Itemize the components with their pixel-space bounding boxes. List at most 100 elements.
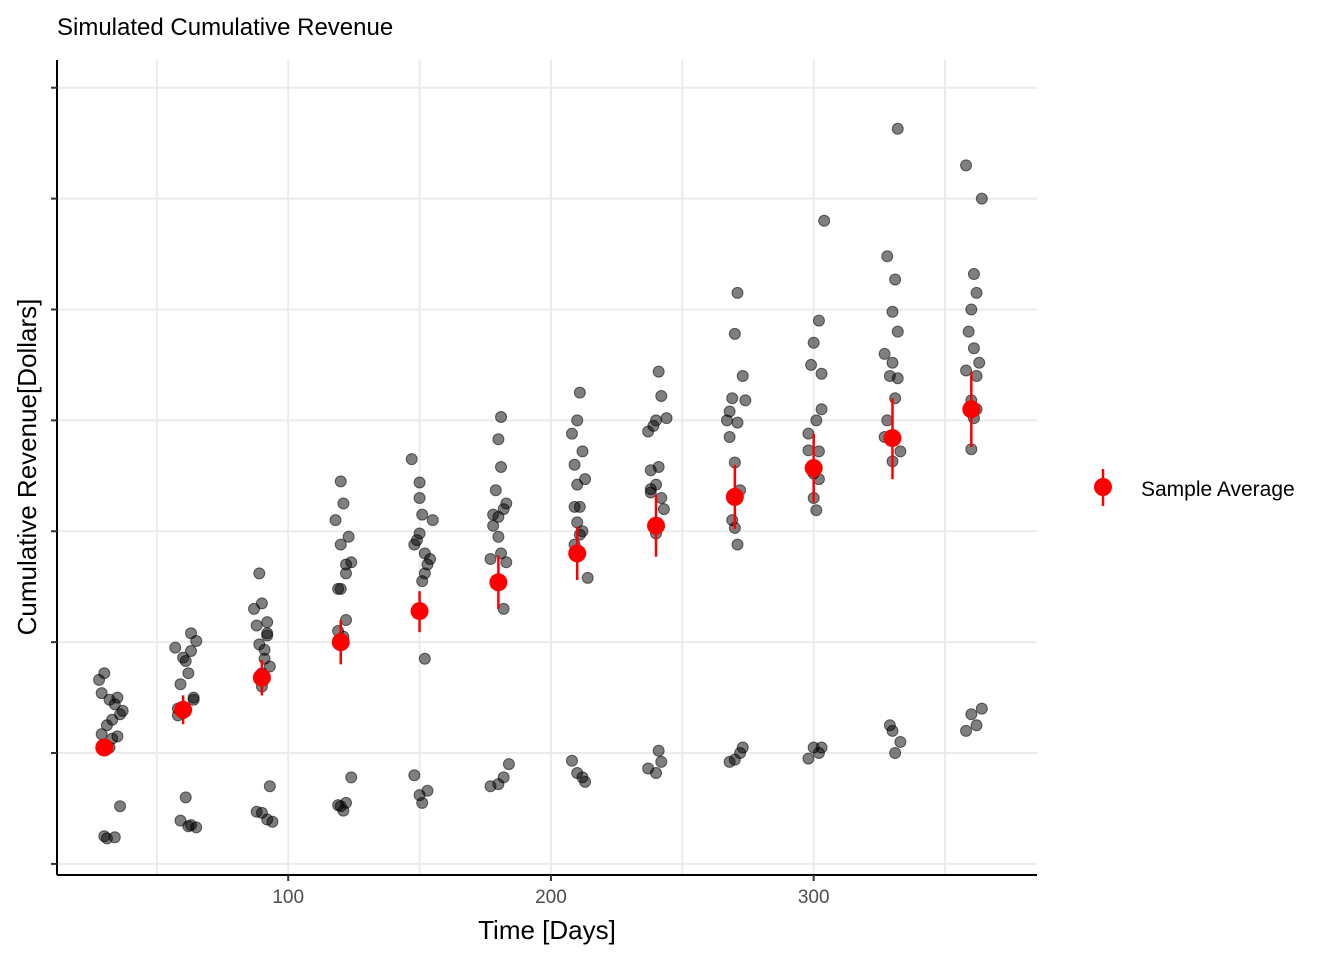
observation-point [500,556,513,569]
observation-point [731,286,744,299]
observation-point [484,780,497,793]
average-point [331,633,350,652]
observation-point [970,370,983,383]
observation-point [960,724,973,737]
x-axis-title: Time [Days] [478,915,616,945]
grid-layer [57,60,1037,875]
observation-point [657,503,670,516]
observation-point [114,800,127,813]
average-point [725,487,744,506]
observation-point [179,654,192,667]
observation-point [416,796,429,809]
observation-point [815,741,828,754]
observation-point [975,702,988,715]
observation-point [250,619,263,632]
observation-point [424,552,437,565]
observation-point [421,784,434,797]
observation-point [492,433,505,446]
observation-point [650,414,663,427]
observation-point [413,476,426,489]
observation-point [263,780,276,793]
observation-point [174,678,187,691]
observation-point [881,250,894,263]
average-point [410,602,429,621]
observation-point [881,414,894,427]
observation-point [571,516,584,529]
observation-point [95,687,108,700]
observation-point [812,445,825,458]
observation-point [736,370,749,383]
observation-point [660,412,673,425]
observation-point [642,762,655,775]
observation-point [891,372,904,385]
observation-point [410,534,423,547]
observation-point [652,744,665,757]
average-point [252,668,271,687]
observation-point [723,755,736,768]
observation-point [497,771,510,784]
observation-point [418,652,431,665]
observation-point [565,754,578,767]
chart-title: Simulated Cumulative Revenue [57,14,393,41]
legend-key-point [1094,478,1112,496]
observation-point [802,444,815,457]
observation-point [970,286,983,299]
observation-point [815,403,828,416]
observation-point [810,414,823,427]
observation-point [728,327,741,340]
y-axis-title: Cumulative Revenue[Dollars] [12,299,42,636]
observation-point [736,741,749,754]
observation-point [340,567,353,580]
average-point [883,429,902,448]
observation-point [642,425,655,438]
observation-point [965,708,978,721]
observation-point [960,159,973,172]
observation-point [576,445,589,458]
observation-point [184,645,197,658]
observation-point [970,719,983,732]
observation-point [739,394,752,407]
observation-point [106,713,119,726]
average-point [174,700,193,719]
observation-point [253,567,266,580]
observation-point [248,602,261,615]
observation-point [345,771,358,784]
observation-point [967,342,980,355]
observation-point [489,484,502,497]
observation-point [644,464,657,477]
observation-point [340,613,353,626]
average-point [489,573,508,592]
observation-point [967,268,980,281]
observation-point [182,667,195,680]
observation-point [337,497,350,510]
observation-point [807,336,820,349]
x-tick-label: 200 [535,887,567,908]
observation-point [329,514,342,527]
observation-point [426,514,439,527]
sample-average-series [95,371,981,757]
observation-point [182,820,195,833]
observation-point [266,815,279,828]
observation-point [886,305,899,318]
observation-point [573,386,586,399]
observation-point [334,475,347,488]
observation-point [878,347,891,360]
legend: Sample Average [1094,469,1295,506]
observation-point [568,458,581,471]
observation-point [500,497,513,510]
observation-point [818,214,831,227]
observation-point [655,389,668,402]
observation-point [891,122,904,135]
average-point [95,738,114,757]
observation-point [111,730,124,743]
observation-point [568,500,581,513]
observation-point [581,571,594,584]
observation-point [111,691,124,704]
observation-point [334,582,347,595]
observation-point [497,602,510,615]
observation-point [889,273,902,286]
observation-point [502,758,515,771]
observation-point [731,538,744,551]
